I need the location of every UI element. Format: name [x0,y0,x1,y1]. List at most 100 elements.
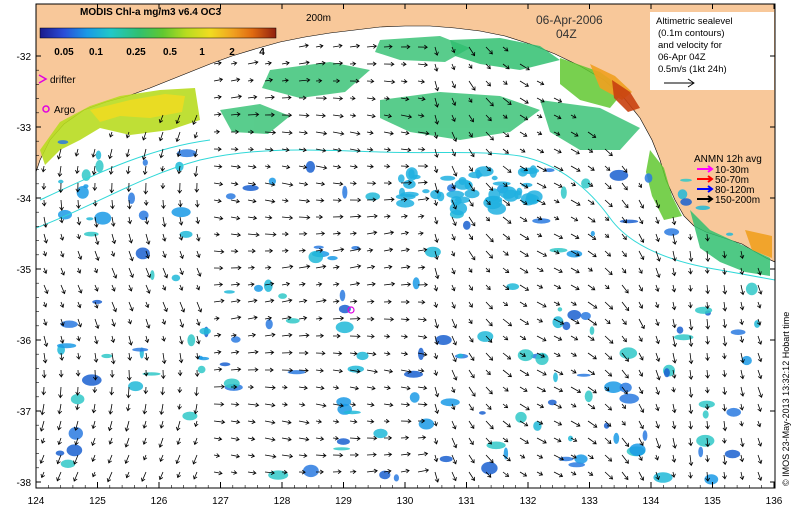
velocity-arrow [160,369,166,380]
velocity-arrow [94,250,100,261]
chlorophyll-patch [70,394,85,405]
velocity-arrow [604,182,612,190]
velocity-arrow [57,437,62,446]
velocity-arrow [468,199,474,207]
velocity-arrow [298,453,308,458]
velocity-arrow [417,79,426,84]
velocity-arrow [434,335,439,346]
velocity-arrow [332,282,340,287]
velocity-arrow [59,216,64,224]
chlorophyll-patch [468,171,483,179]
velocity-arrow [143,386,149,395]
velocity-arrow [655,233,660,243]
velocity-arrow [264,420,276,425]
chlorophyll-patch [223,290,235,294]
velocity-arrow [142,403,148,415]
velocity-arrow [333,333,341,339]
velocity-arrow [158,471,164,481]
velocity-arrow [739,318,744,326]
velocity-arrow [704,386,710,394]
velocity-arrow [332,316,345,321]
velocity-arrow [264,298,275,304]
velocity-arrow [536,471,544,476]
velocity-arrow [400,468,410,474]
velocity-arrow [757,335,763,345]
velocity-arrow [213,453,221,458]
velocity-arrow [638,471,645,481]
velocity-arrow [298,181,309,187]
velocity-arrow [59,233,65,241]
velocity-arrow [194,182,200,193]
velocity-arrow [349,131,361,136]
latitude-axis: -32 -33 -34 -35 -36 -37 -38 [17,52,775,489]
velocity-arrow [485,301,493,310]
velocity-arrow [158,114,164,124]
velocity-arrow [247,402,260,408]
velocity-arrow [159,148,164,159]
velocity-arrow [570,114,577,119]
velocity-arrow [451,403,456,411]
velocity-arrow [108,165,114,175]
velocity-arrow [161,335,166,342]
velocity-arrow [76,267,82,274]
velocity-arrow [315,60,326,66]
chlorophyll-patch [619,393,639,404]
velocity-arrow [59,250,65,258]
velocity-arrow [349,419,358,424]
velocity-arrow [332,247,345,252]
velocity-arrow [213,112,222,117]
velocity-arrow [366,78,375,84]
velocity-arrow [536,233,543,238]
velocity-arrow [193,437,198,446]
lon-tick-label: 136 [766,496,783,507]
chlorophyll-patch [422,189,430,194]
velocity-arrow [468,403,474,411]
velocity-arrow [349,231,357,236]
velocity-arrow [688,369,694,380]
velocity-arrow [93,352,99,363]
velocity-arrow [519,250,529,257]
chlorophyll-patch [84,231,99,237]
velocity-arrow [536,131,543,136]
velocity-arrow [366,164,374,169]
velocity-arrow [638,369,644,377]
velocity-arrow [315,248,324,253]
velocity-arrow [417,146,426,152]
velocity-arrow [281,112,293,118]
velocity-arrow [195,284,201,291]
velocity-arrow [315,368,324,373]
velocity-arrow [417,351,428,357]
velocity-arrow [451,165,458,177]
velocity-arrow [536,97,545,103]
chlorophyll-patch [132,347,149,352]
velocity-arrow [485,369,491,376]
velocity-arrow [451,335,457,346]
velocity-arrow [688,301,693,309]
velocity-arrow [688,454,694,467]
velocity-arrow [604,199,613,208]
velocity-arrow [332,214,344,220]
anmn-arrow-icon [697,185,714,193]
velocity-arrow [587,199,595,205]
velocity-arrow [213,94,222,100]
velocity-arrow [704,403,710,411]
velocity-arrow [193,148,198,158]
chlorophyll-patch [223,378,240,389]
velocity-arrow [383,113,393,119]
velocity-arrow [332,113,344,119]
velocity-arrow [451,199,457,210]
velocity-arrow [349,197,362,203]
velocity-arrow [264,332,276,338]
velocity-arrow [655,437,661,449]
velocity-arrow [315,131,328,136]
velocity-arrow [672,233,677,245]
velocity-arrow [468,284,473,291]
velocity-arrow [604,403,613,411]
velocity-arrow [400,385,411,391]
velocity-arrow [281,130,293,136]
velocity-arrow [604,318,611,325]
chlorophyll-patch [171,274,181,282]
velocity-arrow [570,131,579,137]
velocity-arrow [161,352,167,365]
